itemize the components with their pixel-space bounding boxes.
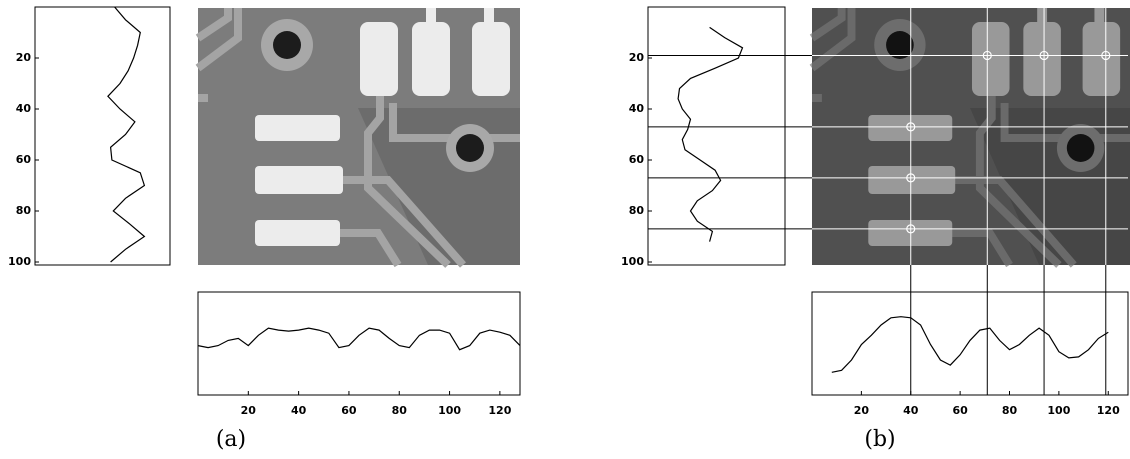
image-a <box>198 8 520 265</box>
x-tick-label: 60 <box>952 404 968 417</box>
guide-point <box>982 50 992 61</box>
profile-line <box>197 327 521 351</box>
x-tick-label: 100 <box>438 404 461 417</box>
x-tick-label: 120 <box>1097 404 1120 417</box>
y-tick-label: 40 <box>629 102 645 115</box>
y-tick-label: 100 <box>8 255 31 268</box>
y-tick-label: 100 <box>621 255 644 268</box>
image-b <box>812 8 1130 265</box>
guide-point <box>906 224 916 234</box>
guide-point <box>906 173 916 183</box>
x-tick-label: 20 <box>854 404 870 417</box>
plot-frame <box>811 291 1129 396</box>
caption: (a) <box>216 427 246 452</box>
x-tick-label: 40 <box>903 404 919 417</box>
y-tick-label: 80 <box>16 204 32 217</box>
y-tick-label: 20 <box>16 51 32 64</box>
y-tick-label: 20 <box>629 51 645 64</box>
plot-frame <box>197 291 521 396</box>
guide-point <box>1101 50 1111 61</box>
x-tick-label: 100 <box>1047 404 1070 417</box>
x-tick-label: 20 <box>241 404 257 417</box>
y-tick-label: 60 <box>16 153 32 166</box>
y-tick-label: 40 <box>16 102 32 115</box>
plot-frame <box>647 6 786 266</box>
x-tick-label: 80 <box>1002 404 1018 417</box>
x-tick-label: 80 <box>392 404 408 417</box>
profile-line <box>831 316 1109 373</box>
x-tick-label: 60 <box>341 404 357 417</box>
profile-line <box>107 6 146 263</box>
guide-point <box>1039 50 1049 61</box>
caption: (b) <box>864 427 895 452</box>
y-tick-label: 60 <box>629 153 645 166</box>
guide-point <box>906 122 916 132</box>
y-tick-label: 80 <box>629 204 645 217</box>
x-tick-label: 40 <box>291 404 307 417</box>
x-tick-label: 120 <box>488 404 511 417</box>
plot-frame <box>34 6 171 266</box>
profile-line <box>677 26 744 242</box>
